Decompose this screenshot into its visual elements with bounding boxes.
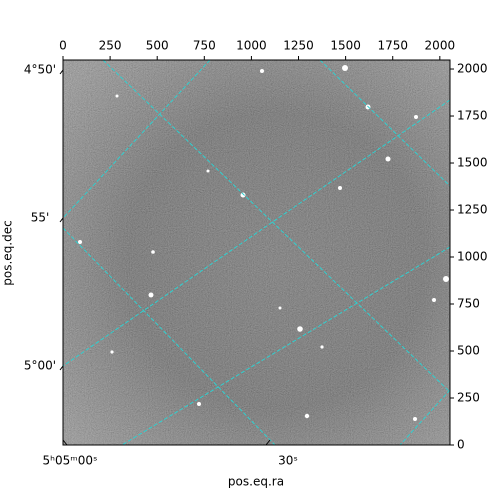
dec-tick-label: 55' <box>31 211 50 225</box>
y-tick-label: 1750 <box>457 109 488 123</box>
x-tick-label: 250 <box>99 39 122 53</box>
x-tick-label: 750 <box>193 39 216 53</box>
sky-image <box>63 60 450 445</box>
y-tick-label: 0 <box>457 438 465 452</box>
x-axis-label: pos.eq.ra <box>228 475 284 489</box>
y-tick-label: 750 <box>457 297 480 311</box>
y-tick-label: 500 <box>457 344 480 358</box>
x-tick-label: 1500 <box>330 39 361 53</box>
ra-tick-label: 30ˢ <box>278 454 298 468</box>
x-tick-label: 2000 <box>425 39 456 53</box>
y-tick-label: 2000 <box>457 62 488 76</box>
x-tick-label: 0 <box>59 39 67 53</box>
dec-tick-label: 4°50' <box>24 63 56 77</box>
y-tick-label: 1500 <box>457 156 488 170</box>
ra-tick-label: 5ʰ05ᵐ00ˢ <box>43 454 98 468</box>
frame <box>62 59 451 446</box>
x-tick-label: 1250 <box>283 39 314 53</box>
x-tick-label: 1750 <box>377 39 408 53</box>
y-axis-label: pos.eq.dec <box>1 220 15 285</box>
x-tick-label: 1000 <box>236 39 267 53</box>
dec-tick-label: 5°00' <box>24 359 56 373</box>
coordinate-grid <box>63 60 450 445</box>
x-tick-label: 500 <box>146 39 169 53</box>
y-tick-label: 250 <box>457 391 480 405</box>
wcs-ticks <box>59 69 271 446</box>
y-tick-label: 1250 <box>457 203 488 217</box>
y-tick-label: 1000 <box>457 250 488 264</box>
stars <box>78 65 449 421</box>
